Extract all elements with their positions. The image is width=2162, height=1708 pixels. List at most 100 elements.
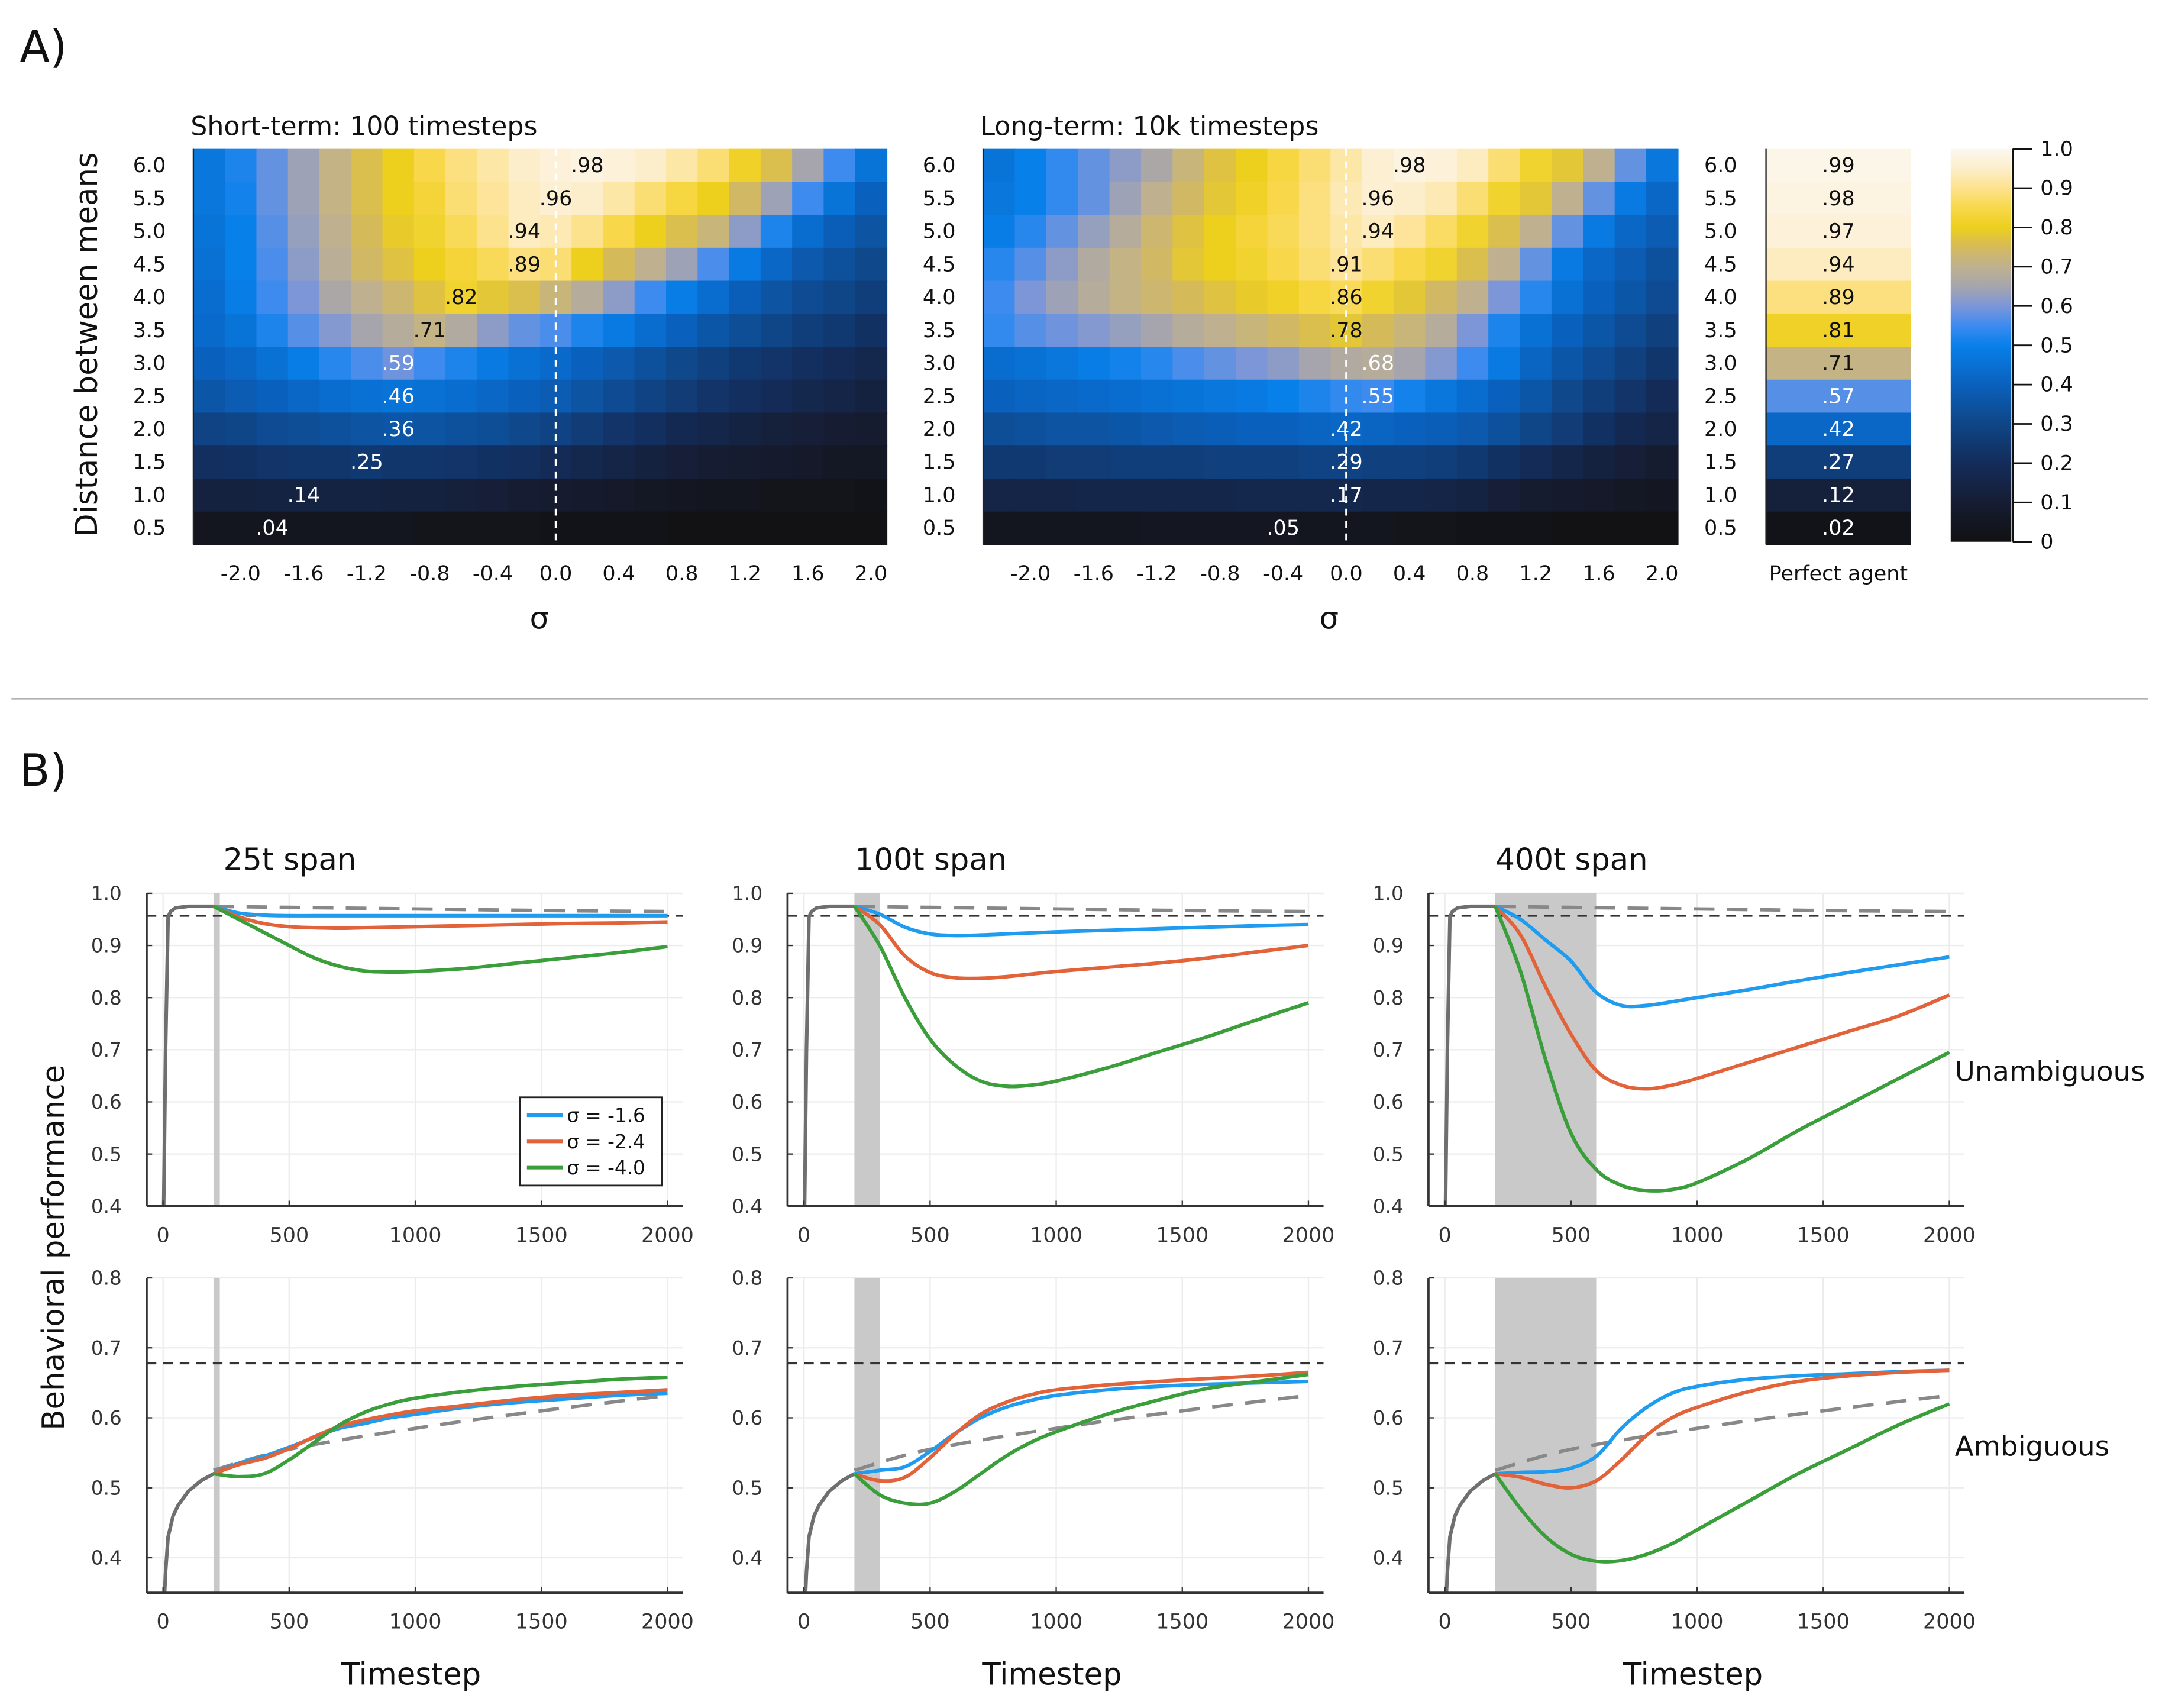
heatmap-cell (634, 511, 667, 545)
y-tick-label: 1.5 (1704, 451, 1737, 474)
heatmap-cell (1646, 215, 1679, 249)
heatmap-cell (1078, 478, 1110, 512)
heatmap-cell (1267, 412, 1300, 447)
heatmap-cell (1267, 215, 1300, 249)
heatmap-cell (319, 247, 352, 282)
heatmap-cell (1583, 511, 1615, 545)
heatmap-cell (792, 412, 825, 447)
heatmap-cell (1456, 148, 1489, 183)
heatmap-cell (1046, 478, 1079, 512)
heatmap-cell (539, 314, 573, 348)
heatmap-cell (1488, 182, 1521, 216)
heatmap-cell (508, 412, 541, 447)
warmup-curve (161, 904, 214, 1206)
y-tick-label: 4.5 (1704, 253, 1737, 276)
heatmap-cell (1298, 247, 1332, 282)
heatmap-cell (413, 280, 447, 315)
y-tick-label: 2.0 (133, 418, 166, 441)
heatmap-cell (729, 412, 762, 447)
y-tick-label: 5.5 (1704, 187, 1737, 211)
heatmap-cell (1172, 314, 1205, 348)
x-tick-label: 0 (1439, 1223, 1452, 1247)
heatmap-cell (571, 445, 604, 480)
heatmap-cell (413, 511, 447, 545)
heatmap-cell (1078, 412, 1110, 447)
heatmap-cell (1267, 511, 1300, 545)
heatmap-cell (1488, 347, 1521, 380)
heatmap-cell (760, 347, 793, 380)
colorbar-tick-label: 0.7 (2040, 256, 2073, 279)
heatmap-cell (382, 215, 415, 249)
heatmap-cell (508, 215, 541, 249)
heatmap-cell (1109, 247, 1142, 282)
heatmap-cell (1646, 247, 1679, 282)
heatmap-cell (319, 215, 352, 249)
warmup-curve (1444, 1472, 1497, 1593)
y-tick-label: 0.6 (91, 1091, 122, 1113)
x-tick-label: 1500 (1156, 1610, 1208, 1634)
x-tick-label: 1000 (1030, 1610, 1082, 1634)
heatmap-cell (1204, 511, 1237, 545)
y-tick-label: 3.0 (133, 352, 166, 376)
row-label: Unambiguous (1955, 1055, 2145, 1087)
y-tick-label: 0.7 (1373, 1039, 1404, 1061)
heatmap-cell (855, 280, 888, 315)
x-tick-label: 1.6 (791, 562, 825, 586)
x-tick-label: -1.2 (347, 562, 387, 586)
heatmap-cell (1236, 511, 1268, 545)
heatmap-cell (1204, 280, 1237, 315)
y-tick-label: 0.6 (1373, 1091, 1404, 1113)
heatmap-cell (666, 215, 699, 249)
heatmap-cell (1394, 412, 1426, 447)
heatmap-cell (1140, 412, 1174, 447)
heatmap-cell (1046, 511, 1079, 545)
heatmap-cell (1583, 314, 1615, 348)
heatmap-cell (1551, 379, 1584, 414)
heatmap-cell (1551, 347, 1584, 380)
heatmap-cell (634, 148, 667, 183)
heatmap-cell (1551, 215, 1584, 249)
heatmap-cell (697, 412, 730, 447)
heatmap-cell (1646, 280, 1679, 315)
heatmap-cell (1488, 412, 1521, 447)
heatmap-cell (666, 445, 699, 480)
heatmap-cell (729, 445, 762, 480)
perfect-agent-column: .99 6.0 .98 5.5 .97 5.0 .94 4.5 .89 4.0 .81 3.5 .71 3… (1704, 148, 1911, 586)
heatmap-cell (413, 412, 447, 447)
heatmap-cell (256, 445, 289, 480)
y-tick-label: 0.7 (732, 1337, 762, 1360)
heatmap-cell (855, 412, 888, 447)
heatmap-cell (823, 247, 856, 282)
heatmap-cell (1488, 280, 1521, 315)
heatmap-cell (983, 280, 1016, 315)
heatmap-cell (1362, 478, 1395, 512)
heatmap-cell (1172, 148, 1205, 183)
heatmap-cell (225, 511, 257, 545)
heatmap-cell (1766, 347, 1911, 380)
heatmap-cell (634, 347, 667, 380)
heatmap-cell (571, 148, 604, 183)
plot-lines (1428, 1362, 1965, 1593)
heatmap-cell (225, 182, 257, 216)
y-tick-label: 4.5 (133, 253, 166, 276)
y-tick-label: 0.5 (91, 1143, 122, 1165)
heatmap-cell (508, 148, 541, 183)
heatmap-cell (319, 148, 352, 183)
colorbar-tick-label: 0.1 (2040, 491, 2073, 515)
heatmap-cell (1109, 511, 1142, 545)
heatmap-cell (256, 314, 289, 348)
heatmap-cell (983, 148, 1016, 183)
heatmap-cell (1046, 280, 1079, 315)
heatmap-cell (1362, 247, 1395, 282)
heatmap-cell (634, 280, 667, 315)
reference-dashed-curve (213, 1393, 668, 1473)
heatmap-cell (477, 280, 509, 315)
colorbar-gradient (1950, 148, 2012, 542)
heatmap-cell (1362, 511, 1395, 545)
reference-dashed-curve (1495, 905, 1950, 913)
legend-box (519, 1096, 663, 1187)
heatmap-cell (1204, 478, 1237, 512)
x-tick-label: 1.2 (728, 562, 761, 586)
heatmap-cell (1014, 511, 1047, 545)
